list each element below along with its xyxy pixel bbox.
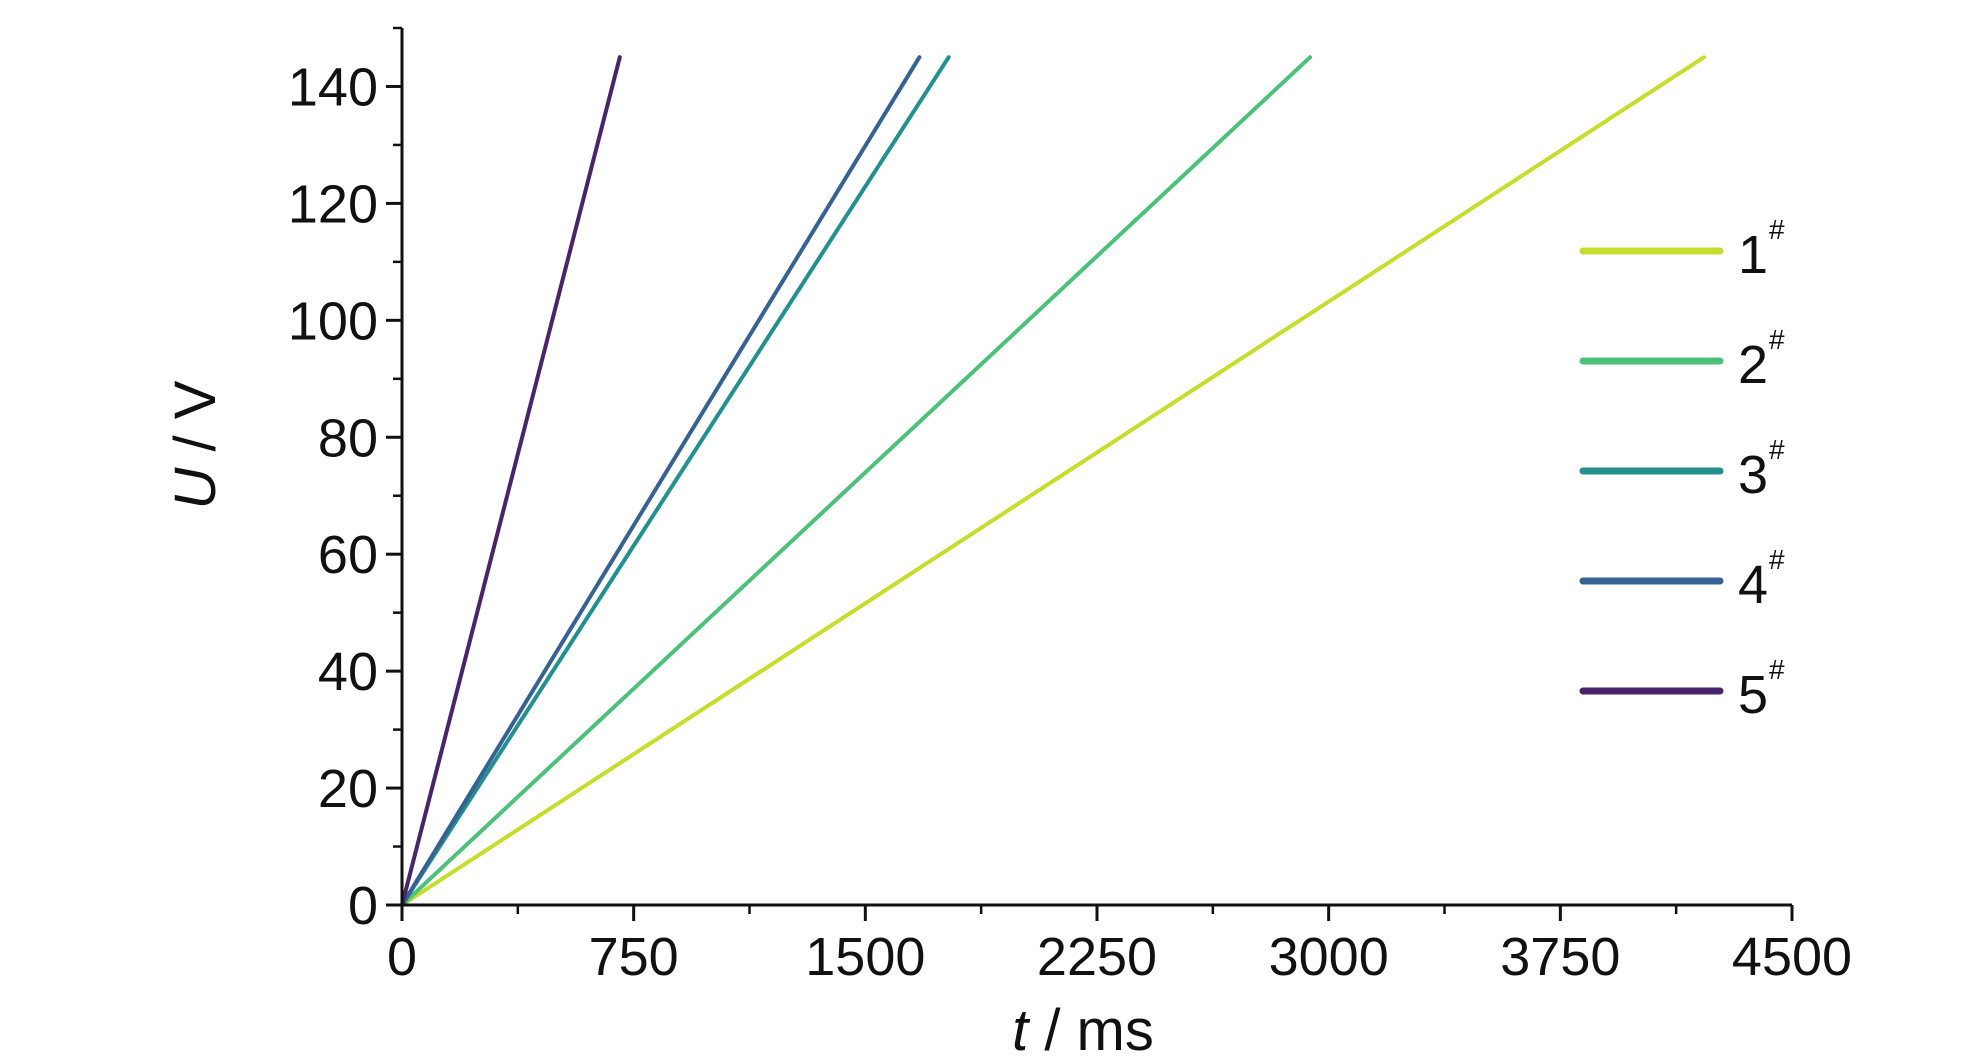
y-tick-label-0: 0	[348, 876, 378, 936]
y-tick-label-40: 40	[318, 642, 378, 702]
plot-area	[400, 55, 1706, 907]
y-axis-label-unit: / V	[163, 380, 228, 467]
series-line-3	[400, 55, 951, 907]
tick-labels: 0 750 1500 2250 3000 3750 4500 0 20 40 60 80 100 120 1…	[288, 57, 1852, 987]
y-tick-label-100: 100	[288, 291, 378, 351]
ticks	[386, 26, 1794, 921]
axes	[400, 28, 1792, 907]
legend-label-sup-3: #	[1769, 434, 1785, 465]
x-tick-label-4500: 4500	[1732, 927, 1852, 987]
legend-label-sup-5: #	[1769, 654, 1785, 685]
series-line-1	[400, 55, 1706, 907]
y-tick-label-60: 60	[318, 525, 378, 585]
x-axis-label: t / ms	[1012, 998, 1154, 1063]
y-tick-label-80: 80	[318, 408, 378, 468]
series-line-4	[400, 55, 922, 907]
y-axis-label-var: U	[163, 466, 228, 509]
x-axis-label-unit: / ms	[1028, 998, 1154, 1063]
x-tick-label-0: 0	[387, 927, 417, 987]
legend-label-sup-1: #	[1769, 214, 1785, 245]
legend-label-2: 2	[1738, 335, 1768, 395]
x-tick-label-3750: 3750	[1500, 927, 1620, 987]
series-line-2	[400, 55, 1313, 907]
x-axis-label-var: t	[1012, 998, 1031, 1063]
legend-label-4: 4	[1738, 555, 1768, 615]
y-tick-label-20: 20	[318, 759, 378, 819]
y-axis-label: U / V	[163, 380, 228, 509]
legend-label-5: 5	[1738, 665, 1768, 725]
x-tick-label-2250: 2250	[1037, 927, 1157, 987]
x-tick-label-750: 750	[589, 927, 679, 987]
y-tick-label-120: 120	[288, 174, 378, 234]
legend: 1 #2 #3 #4 #5 #	[1579, 214, 1785, 725]
x-tick-label-3000: 3000	[1269, 927, 1389, 987]
legend-label-sup-4: #	[1769, 544, 1785, 575]
legend-label-sup-2: #	[1769, 324, 1785, 355]
y-tick-label-140: 140	[288, 57, 378, 117]
legend-label-1: 1	[1738, 225, 1768, 285]
series-line-5	[400, 55, 622, 907]
legend-label-3: 3	[1738, 445, 1768, 505]
x-tick-label-1500: 1500	[805, 927, 925, 987]
